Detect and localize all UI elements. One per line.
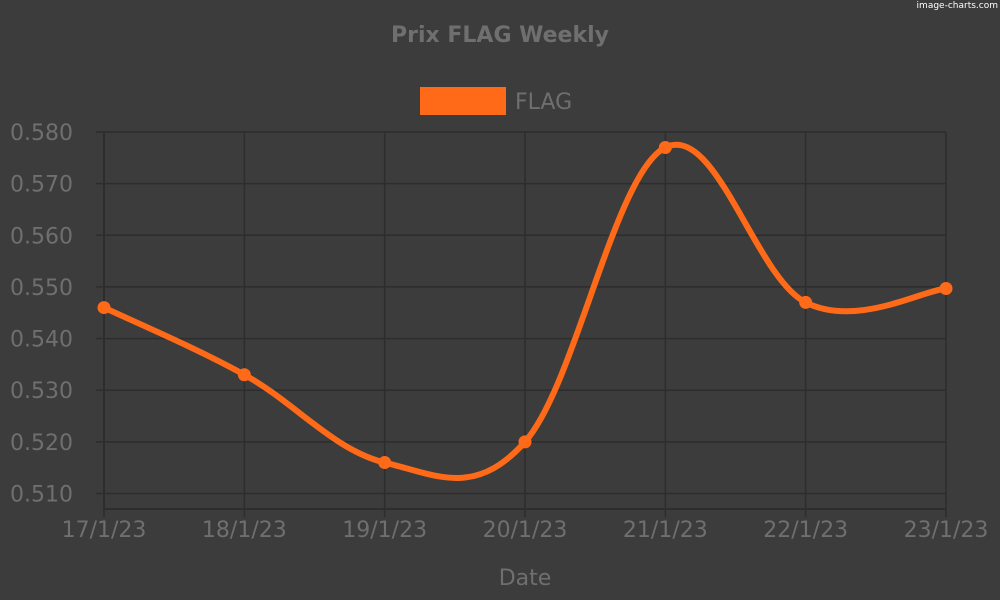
data-point-flag[interactable] bbox=[378, 456, 392, 470]
x-axis-label: Date bbox=[499, 566, 552, 591]
chart-title: Prix FLAG Weekly bbox=[391, 23, 609, 48]
x-tick-label: 17/1/23 bbox=[62, 518, 147, 543]
y-tick-label: 0.540 bbox=[10, 328, 73, 353]
series-flag bbox=[97, 140, 953, 481]
legend-swatch-flag bbox=[420, 87, 506, 115]
y-tick-label: 0.570 bbox=[10, 173, 73, 198]
watermark-text: image-charts.com bbox=[917, 1, 998, 11]
legend-label-flag: FLAG bbox=[515, 90, 572, 115]
x-tick-label: 19/1/23 bbox=[342, 518, 427, 543]
data-point-flag[interactable] bbox=[799, 295, 813, 309]
x-tick-label: 20/1/23 bbox=[483, 518, 568, 543]
y-tick-label: 0.510 bbox=[10, 483, 73, 508]
data-point-flag[interactable] bbox=[939, 281, 953, 295]
y-tick-label: 0.530 bbox=[10, 379, 73, 404]
y-tick-label: 0.580 bbox=[10, 121, 73, 146]
y-tick-label: 0.520 bbox=[10, 431, 73, 456]
grid-lines bbox=[103, 131, 947, 509]
axes bbox=[96, 131, 947, 517]
x-tick-label: 21/1/23 bbox=[623, 518, 708, 543]
data-point-flag[interactable] bbox=[658, 140, 672, 154]
data-point-flag[interactable] bbox=[237, 368, 251, 382]
series-line-flag bbox=[101, 141, 949, 481]
y-tick-label: 0.560 bbox=[10, 224, 73, 249]
x-tick-label: 22/1/23 bbox=[763, 518, 848, 543]
data-point-flag[interactable] bbox=[518, 435, 532, 449]
data-point-flag[interactable] bbox=[97, 301, 111, 315]
tick-labels: 0.510 0.520 0.530 0.540 0.550 0.560 0.570 0.580… bbox=[10, 121, 988, 543]
x-tick-label: 23/1/23 bbox=[904, 518, 989, 543]
legend: FLAG bbox=[420, 87, 572, 115]
x-tick-label: 18/1/23 bbox=[202, 518, 287, 543]
y-tick-label: 0.550 bbox=[10, 276, 73, 301]
